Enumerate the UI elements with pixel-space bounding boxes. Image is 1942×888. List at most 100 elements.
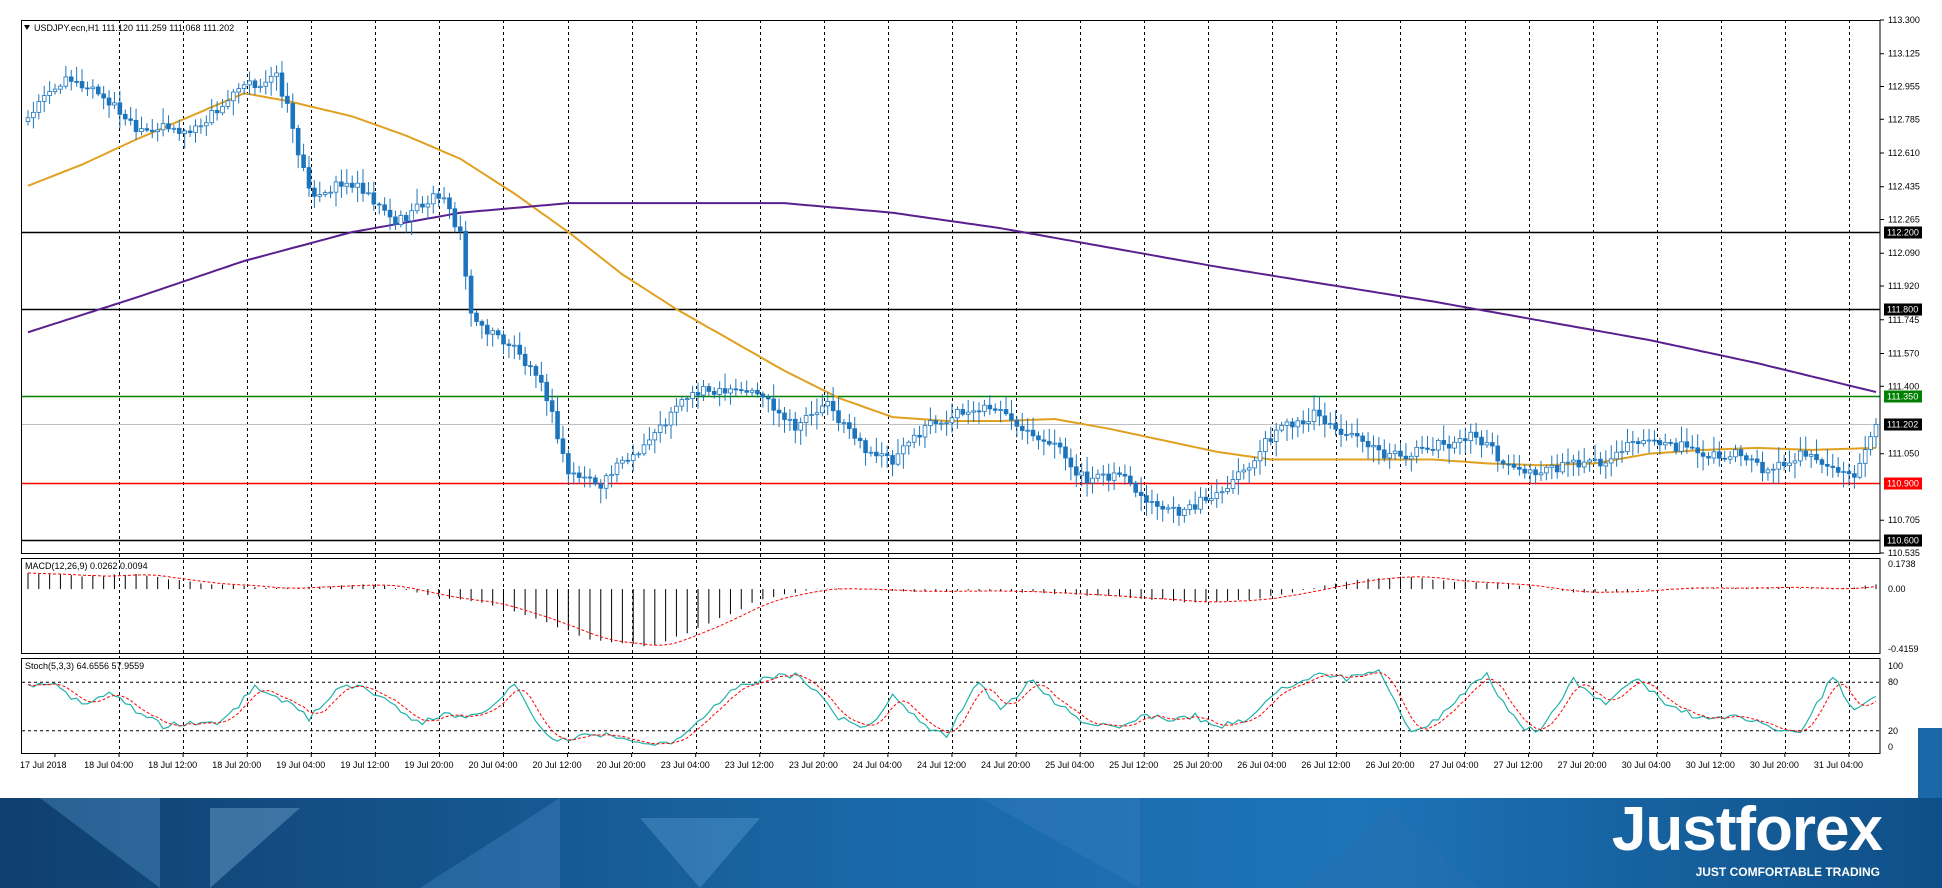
price-axis-label: 113.125 <box>1888 49 1920 59</box>
bear-candle <box>1517 466 1522 470</box>
bear-candle <box>1830 465 1836 468</box>
bear-candle <box>106 97 112 106</box>
bear-candle <box>1155 501 1160 507</box>
bull-candle <box>571 472 577 475</box>
bear-candle <box>1036 435 1041 441</box>
price-axis-label: 112.610 <box>1888 148 1920 158</box>
bull-candle <box>1387 453 1392 459</box>
bear-candle <box>387 209 393 218</box>
bear-candle <box>760 393 766 398</box>
time-axis-label: 24 Jul 12:00 <box>917 760 966 770</box>
bull-candle <box>1095 473 1101 479</box>
bear-candle <box>420 203 425 208</box>
bear-candle <box>755 389 760 395</box>
banner-shape <box>210 808 300 888</box>
bull-candle <box>512 344 517 347</box>
bear-candle <box>771 398 776 411</box>
bull-candle <box>430 193 436 205</box>
bear-candle <box>733 388 739 391</box>
bull-candle <box>630 454 636 461</box>
bull-candle <box>641 444 647 455</box>
bear-candle <box>177 127 182 134</box>
stoch-header: Stoch(5,3,3) 64.6556 57.9559 <box>25 661 144 671</box>
bear-candle <box>290 103 296 129</box>
bear-candle <box>452 208 458 228</box>
panel-frame <box>21 558 1881 654</box>
brand-logo[interactable]: Justforex JUST COMFORTABLE TRADING <box>1562 798 1883 888</box>
bull-candle <box>333 181 339 193</box>
bear-candle <box>1500 460 1506 465</box>
time-axis-label: 20 Jul 20:00 <box>597 760 646 770</box>
bear-candle <box>598 483 604 489</box>
bull-candle <box>1792 460 1798 464</box>
panel-frames <box>21 20 1881 754</box>
bear-candle <box>1717 451 1722 459</box>
time-axis-label: 26 Jul 04:00 <box>1237 760 1286 770</box>
price-chart[interactable]: 112.200 111.800 111.350 111.202 110.900 110.6… <box>0 0 1942 798</box>
bear-candle <box>884 453 890 456</box>
bull-candle <box>620 459 625 464</box>
bear-candle <box>544 381 550 402</box>
bear-candle <box>1473 431 1479 438</box>
macd-header: MACD(12,26,9) 0.0262 0.0094 <box>25 561 148 571</box>
bull-candle <box>787 418 793 421</box>
time-axis-label: 26 Jul 20:00 <box>1365 760 1414 770</box>
chart-background <box>0 0 1942 798</box>
macd-panel <box>27 572 1877 647</box>
bull-candle <box>1841 471 1846 473</box>
bear-candle <box>1700 452 1706 457</box>
bear-candle <box>371 192 377 205</box>
bear-candle <box>1084 471 1090 484</box>
panel-frame <box>21 658 1881 754</box>
bear-candle <box>1657 440 1663 446</box>
bull-candle <box>258 85 263 88</box>
bull-candle <box>1279 425 1284 431</box>
bear-candle <box>576 472 582 478</box>
bull-candle <box>1171 506 1176 509</box>
bear-candle <box>1322 415 1328 425</box>
bull-candle <box>955 409 960 419</box>
bear-candle <box>1506 463 1511 466</box>
bear-candle <box>933 420 939 424</box>
bear-candle <box>1441 440 1447 445</box>
bull-candle <box>684 398 690 400</box>
bear-candle <box>625 459 631 462</box>
bear-candle <box>1403 455 1409 460</box>
bull-candle <box>1263 438 1268 453</box>
bear-candle <box>1490 442 1495 447</box>
bull-candle <box>1246 467 1252 471</box>
bull-candle <box>1284 421 1290 426</box>
bear-candle <box>279 72 285 97</box>
bear-candle <box>68 76 74 82</box>
bull-candle <box>717 388 722 395</box>
bear-candle <box>79 81 85 89</box>
bear-candle <box>533 366 539 376</box>
bull-candle <box>1749 458 1755 461</box>
bear-candle <box>1576 459 1582 468</box>
bull-candle <box>1727 456 1733 460</box>
bull-candle <box>674 405 679 413</box>
bull-candle <box>949 417 955 424</box>
bull-candle <box>317 194 323 197</box>
bear-candle <box>85 87 90 90</box>
bull-candle <box>1236 471 1241 480</box>
bull-candle <box>263 81 269 87</box>
ma-slow-line <box>27 202 1877 393</box>
bear-candle <box>117 102 123 115</box>
collapse-arrow-icon[interactable] <box>24 25 30 30</box>
bull-candle <box>663 424 668 427</box>
bear-candle <box>1014 419 1020 427</box>
bull-candle <box>1409 455 1414 460</box>
bull-candle <box>225 100 231 107</box>
level-tag <box>1884 390 1922 403</box>
bear-candle <box>301 154 306 168</box>
bear-candle <box>1203 496 1209 501</box>
time-axis-label: 19 Jul 12:00 <box>340 760 389 770</box>
bull-candle <box>906 441 912 447</box>
bull-candle <box>1436 440 1441 451</box>
bear-candle <box>1268 438 1274 442</box>
bear-candle <box>1046 440 1052 445</box>
bull-candle <box>25 117 31 122</box>
bull-candle <box>1619 451 1625 454</box>
bear-candle <box>1290 421 1295 428</box>
